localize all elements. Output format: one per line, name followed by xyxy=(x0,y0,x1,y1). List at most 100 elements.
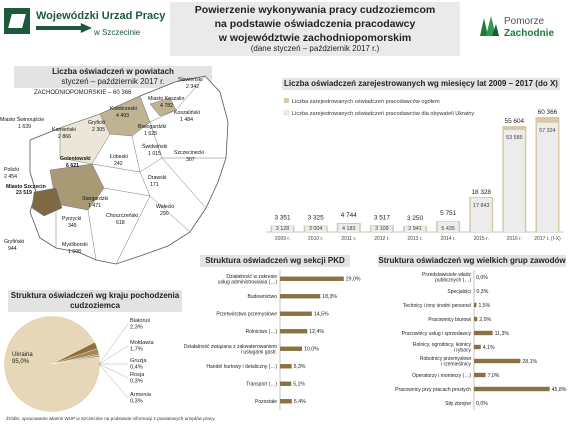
pkd-bar-0 xyxy=(280,276,344,281)
grp-value-7: 7,0% xyxy=(488,373,500,379)
source-note: Źródło: opracowanie własne WUP w Szczeci… xyxy=(6,416,216,421)
county-inner-borders xyxy=(55,75,226,265)
pkd-bar-5 xyxy=(280,364,292,369)
label-total-5: 5 751 xyxy=(440,210,456,217)
county-kolobrzeski-value: 4 493 xyxy=(116,113,129,119)
grp-bar-8 xyxy=(474,386,550,392)
x-tick-6: 2015 r. xyxy=(474,236,489,242)
grp-value-1: 0,3% xyxy=(476,289,488,295)
county-drawski-value: 171 xyxy=(150,182,159,188)
occupation-chart-title: Struktura oświadczeń wg wielkich grup za… xyxy=(378,255,566,267)
pkd-value-0: 29,0% xyxy=(346,277,361,283)
grp-value-5: 4,1% xyxy=(483,345,495,351)
label-ukraine-4: 2 941 xyxy=(408,226,422,232)
grp-cat-1: Specjaliści xyxy=(447,289,471,295)
wup-city: w Szczecinie xyxy=(94,28,141,37)
pkd-value-5: 5,3% xyxy=(294,364,306,370)
grp-bar-3 xyxy=(474,316,478,322)
bar-ukraine-3 xyxy=(371,226,393,232)
pie-label-name-2: Mołdawia xyxy=(130,340,155,346)
main-title-line-2: na podstawie oświadczenia pracodawcy xyxy=(214,18,416,30)
county-pyrzycki-name: Pyrzycki xyxy=(62,216,81,222)
pkd-cat-2: Przetwórstwo przemysłowe xyxy=(216,312,277,318)
pkd-cat-3: Rolnictwo (…) xyxy=(246,329,278,335)
pie-label-value-5: 0,3% xyxy=(130,399,143,405)
county-swinoujscie-value: 1 639 xyxy=(18,124,31,130)
pkd-chart-title: Struktura oświadczeń wg sekcji PKD xyxy=(200,255,350,267)
pie-label-value-1: 2,3% xyxy=(130,325,143,331)
pkd-bar-2 xyxy=(280,311,312,316)
county-drawski-name: Drawski xyxy=(148,175,166,181)
county-goleniowski-name: Goleniowski xyxy=(60,156,91,162)
county-koszalin-name: Miasto Koszalin xyxy=(148,96,184,102)
label-ukraine-6: 17 843 xyxy=(473,203,490,209)
grp-cat-6-b: i rzemieślnicy xyxy=(441,362,472,368)
pkd-cat-5: Handel hurtowy i detaliczny (…) xyxy=(206,364,277,370)
label-ukraine-0: 3 128 xyxy=(276,226,290,232)
label-total-0: 3 351 xyxy=(275,215,291,222)
grp-value-6: 28,1% xyxy=(522,359,537,365)
county-szczecinecki-value: 307 xyxy=(186,157,195,163)
map-title-line-1: Liczba oświadczeń w powiatach xyxy=(52,67,174,76)
pkd-value-7: 5,4% xyxy=(294,399,306,405)
main-title-line-1: Powierzenie wykonywania pracy cudzoziemc… xyxy=(194,4,436,16)
pkd-cat-7: Pozostałe xyxy=(255,399,277,405)
county-map: Miasto Świnoujście 1 639 Kamieński 2 866… xyxy=(0,75,229,265)
county-stargardzki-name: Stargardzki xyxy=(82,196,108,202)
grp-value-0: 0,0% xyxy=(476,275,488,281)
wup-logo-icon xyxy=(4,8,30,34)
pkd-value-2: 14,5% xyxy=(314,312,329,318)
county-swidwinski-name: Świdwiński xyxy=(142,142,167,150)
main-title-line-3: w województwie zachodniopomorskim xyxy=(218,32,412,44)
county-mysliborski-value: 1 608 xyxy=(68,249,81,255)
county-gryficki-value: 2 305 xyxy=(92,127,105,133)
county-lobeski-value: 242 xyxy=(114,161,123,167)
county-szczecinecki-name: Szczecinecki xyxy=(174,150,204,156)
pie-label-name-1: Białoruś xyxy=(130,318,150,324)
county-szczecin-value: 23 519 xyxy=(16,190,32,196)
pomorze-zachodnie-logo: Pomorze Zachodnie xyxy=(478,8,566,50)
region-total: ZACHODNIOPOMORSKIE – 60 366 xyxy=(34,90,132,96)
label-total-6: 18 328 xyxy=(471,189,491,196)
county-walecki-value: 290 xyxy=(160,211,169,217)
county-bialogardzki-value: 1 625 xyxy=(144,131,157,137)
grp-cat-5-b: i rybacy xyxy=(454,348,472,354)
pkd-value-4: 10,0% xyxy=(304,347,319,353)
pie-label-name-5: Armenia xyxy=(130,392,152,398)
x-tick-8: 2017 r. (I-X) xyxy=(534,236,561,242)
label-total-2: 4 744 xyxy=(341,212,357,219)
pie-leader-4 xyxy=(98,363,129,379)
map-title: Liczba oświadczeń w powiatach styczeń – … xyxy=(14,66,212,88)
county-goleniowski-value: 6 621 xyxy=(66,163,79,169)
county-koszalin-value: 4 782 xyxy=(160,103,173,109)
bar-ukraine-8 xyxy=(536,122,558,232)
pomorze-word: Pomorze xyxy=(504,16,545,27)
pie-chart-title: Struktura oświadczeń wg kraju pochodzeni… xyxy=(8,290,182,312)
yearly-chart-title: Liczba oświadczeń zarejestrowanych wg mi… xyxy=(282,78,560,90)
grp-value-8: 45,8% xyxy=(552,387,567,393)
main-title-box: Powierzenie wykonywania pracy cudzoziemc… xyxy=(170,2,460,56)
county-choszczenski-name: Choszczeński xyxy=(106,213,138,219)
county-lobeski-name: Łobeski xyxy=(110,154,128,160)
pkd-cat-6: Transport (…) xyxy=(246,382,277,388)
label-ukraine-5: 5 435 xyxy=(441,226,455,232)
county-mysliborski-name: Myśliborski xyxy=(62,242,88,248)
county-kolobrzeski-name: Kołobrzeski xyxy=(110,106,137,112)
grp-cat-6: Robotnicy przemysłowi xyxy=(420,356,471,362)
x-tick-4: 2013 r. xyxy=(407,236,422,242)
pkd-cat-1: Budownictwo xyxy=(248,294,278,300)
label-ukraine-1: 3 004 xyxy=(309,226,323,232)
pkd-bar-6 xyxy=(280,381,292,386)
bar-ukraine-6 xyxy=(470,198,492,232)
grp-cat-8: Pracownicy przy pracach prostych xyxy=(395,387,471,393)
grp-bar-7 xyxy=(474,372,486,378)
pie-label-value-2: 1,7% xyxy=(130,347,143,353)
bar-ukraine-0 xyxy=(272,226,294,232)
x-tick-7: 2016 r. xyxy=(507,236,522,242)
county-kamienski-area xyxy=(59,113,111,165)
county-kamienski-name: Kamieński xyxy=(52,127,76,133)
grp-bar-6 xyxy=(474,358,521,364)
pkd-cat-4: Działalność związana z zakwaterowaniem xyxy=(184,344,277,350)
grp-value-3: 2,0% xyxy=(479,317,491,323)
